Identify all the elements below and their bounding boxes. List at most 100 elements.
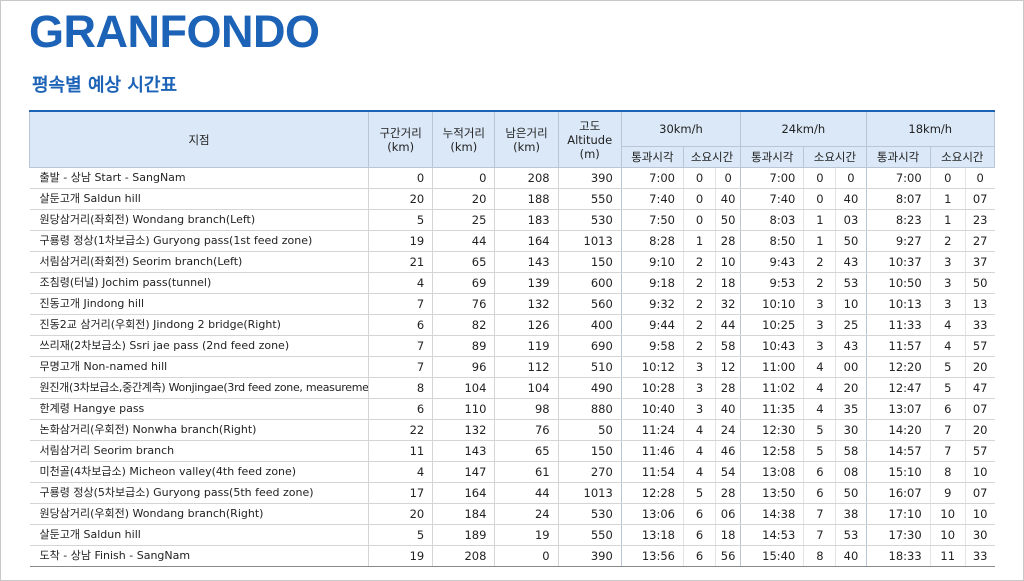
elapsed-hours-18-cell: 3 xyxy=(929,293,966,315)
pass-time-18-cell: 17:30 xyxy=(865,524,931,546)
pass-time-18-cell: 12:47 xyxy=(865,377,931,399)
pass-time-18-cell: 7:00 xyxy=(865,167,931,189)
elapsed-hours-24-cell: 3 xyxy=(803,314,836,336)
elapsed-hours-24-cell: 4 xyxy=(803,398,836,420)
elapsed-hours-18-cell: 2 xyxy=(929,230,966,252)
elapsed-hours-30-cell: 0 xyxy=(682,167,716,189)
table-row: 도착 - 상남 Finish - SangNam 19 208 0 390 13:56 6 5… xyxy=(29,545,995,567)
elapsed-hours-18-cell: 7 xyxy=(929,419,966,441)
pass-time-18-cell: 13:07 xyxy=(865,398,931,420)
pass-time-30-cell: 11:24 xyxy=(620,419,684,441)
elapsed-minutes-24-cell: 10 xyxy=(835,293,866,315)
elapsed-minutes-18-cell: 37 xyxy=(964,251,995,273)
elapsed-minutes-30-cell: 44 xyxy=(715,314,741,336)
remaining-distance-cell: 139 xyxy=(494,272,559,294)
header-cumulative-label: 누적거리 (km) xyxy=(442,125,485,154)
elapsed-hours-18-cell: 3 xyxy=(929,272,966,294)
pass-time-24-cell: 11:35 xyxy=(740,398,804,420)
point-cell: 원당삼거리(우회전) Wondang branch(Right) xyxy=(29,503,369,525)
pass-time-18-cell: 16:07 xyxy=(865,482,931,504)
cumulative-distance-cell: 143 xyxy=(432,440,495,462)
section-distance-cell: 8 xyxy=(368,377,433,399)
table-row: 원당삼거리(좌회전) Wondang branch(Left) 5 25 183 530… xyxy=(29,209,995,231)
elapsed-minutes-24-cell: 53 xyxy=(835,272,866,294)
remaining-distance-cell: 98 xyxy=(494,398,559,420)
pass-time-24-cell: 10:43 xyxy=(740,335,804,357)
pass-time-24-cell: 9:53 xyxy=(740,272,804,294)
header-pass-time-24: 통과시각 xyxy=(740,146,805,168)
section-distance-cell: 5 xyxy=(368,524,433,546)
table-row: 조침령(터널) Jochim pass(tunnel) 4 69 139 600 9:18… xyxy=(29,272,995,294)
elapsed-minutes-30-cell: 32 xyxy=(715,293,741,315)
pass-time-24-cell: 9:43 xyxy=(740,251,804,273)
altitude-cell: 690 xyxy=(557,335,622,357)
pass-time-30-cell: 11:54 xyxy=(620,461,684,483)
table-row: 쓰리재(2차보급소) Ssri jae pass (2nd feed zone)… xyxy=(29,335,995,357)
pass-time-18-cell: 14:20 xyxy=(865,419,931,441)
pass-time-18-cell: 17:10 xyxy=(865,503,931,525)
pass-time-18-cell: 8:07 xyxy=(865,188,931,210)
pass-time-30-cell: 8:28 xyxy=(620,230,684,252)
cumulative-distance-cell: 82 xyxy=(432,314,495,336)
elapsed-minutes-30-cell: 06 xyxy=(715,503,741,525)
cumulative-distance-cell: 65 xyxy=(432,251,495,273)
remaining-distance-cell: 132 xyxy=(494,293,559,315)
pass-time-18-cell: 14:57 xyxy=(865,440,931,462)
table-row: 진동고개 Jindong hill 7 76 132 560 9:32 2 32 10:10 3 1… xyxy=(29,293,995,315)
elapsed-minutes-18-cell: 07 xyxy=(964,188,995,210)
elapsed-minutes-24-cell: 03 xyxy=(835,209,866,231)
remaining-distance-cell: 126 xyxy=(494,314,559,336)
remaining-distance-cell: 44 xyxy=(494,482,559,504)
elapsed-minutes-24-cell: 43 xyxy=(835,335,866,357)
elapsed-hours-30-cell: 2 xyxy=(682,335,716,357)
section-distance-cell: 22 xyxy=(368,419,433,441)
pass-time-30-cell: 10:40 xyxy=(620,398,684,420)
point-cell: 한계령 Hangye pass xyxy=(29,398,369,420)
remaining-distance-cell: 183 xyxy=(494,209,559,231)
header-speed-30: 30km/h xyxy=(620,110,742,147)
remaining-distance-cell: 112 xyxy=(494,356,559,378)
point-cell: 살둔고개 Saldun hill xyxy=(29,524,369,546)
section-distance-cell: 19 xyxy=(368,545,433,567)
pass-time-24-cell: 10:25 xyxy=(740,314,804,336)
pass-time-30-cell: 13:06 xyxy=(620,503,684,525)
pass-time-18-cell: 18:33 xyxy=(865,545,931,567)
elapsed-minutes-24-cell: 00 xyxy=(835,356,866,378)
elapsed-minutes-30-cell: 56 xyxy=(715,545,741,567)
pass-time-18-cell: 11:57 xyxy=(865,335,931,357)
header-speed-24: 24km/h xyxy=(740,110,867,147)
elapsed-hours-30-cell: 2 xyxy=(682,251,716,273)
pass-time-30-cell: 7:00 xyxy=(620,167,684,189)
elapsed-hours-30-cell: 0 xyxy=(682,188,716,210)
elapsed-hours-24-cell: 5 xyxy=(803,419,836,441)
pass-time-18-cell: 8:23 xyxy=(865,209,931,231)
table-row: 구룡령 정상(1차보급소) Guryong pass(1st feed zone… xyxy=(29,230,995,252)
elapsed-minutes-30-cell: 40 xyxy=(715,188,741,210)
elapsed-hours-30-cell: 5 xyxy=(682,482,716,504)
elapsed-hours-24-cell: 1 xyxy=(803,209,836,231)
elapsed-minutes-18-cell: 33 xyxy=(964,314,995,336)
elapsed-minutes-30-cell: 12 xyxy=(715,356,741,378)
elapsed-hours-30-cell: 3 xyxy=(682,398,716,420)
section-distance-cell: 7 xyxy=(368,356,433,378)
elapsed-hours-30-cell: 6 xyxy=(682,524,716,546)
elapsed-minutes-24-cell: 08 xyxy=(835,461,866,483)
altitude-cell: 530 xyxy=(557,503,622,525)
elapsed-hours-30-cell: 3 xyxy=(682,377,716,399)
cumulative-distance-cell: 25 xyxy=(432,209,495,231)
pass-time-24-cell: 8:03 xyxy=(740,209,804,231)
table-row: 무명고개 Non-named hill 7 96 112 510 10:12 3 12 11:0… xyxy=(29,356,995,378)
section-distance-cell: 0 xyxy=(368,167,433,189)
cumulative-distance-cell: 76 xyxy=(432,293,495,315)
altitude-cell: 490 xyxy=(557,377,622,399)
elapsed-minutes-18-cell: 50 xyxy=(964,272,995,294)
altitude-cell: 150 xyxy=(557,251,622,273)
point-cell: 서림삼거리(좌회전) Seorim branch(Left) xyxy=(29,251,369,273)
elapsed-hours-30-cell: 2 xyxy=(682,314,716,336)
elapsed-minutes-30-cell: 40 xyxy=(715,398,741,420)
altitude-cell: 1013 xyxy=(557,230,622,252)
point-cell: 무명고개 Non-named hill xyxy=(29,356,369,378)
section-distance-cell: 6 xyxy=(368,398,433,420)
remaining-distance-cell: 104 xyxy=(494,377,559,399)
pass-time-30-cell: 9:32 xyxy=(620,293,684,315)
